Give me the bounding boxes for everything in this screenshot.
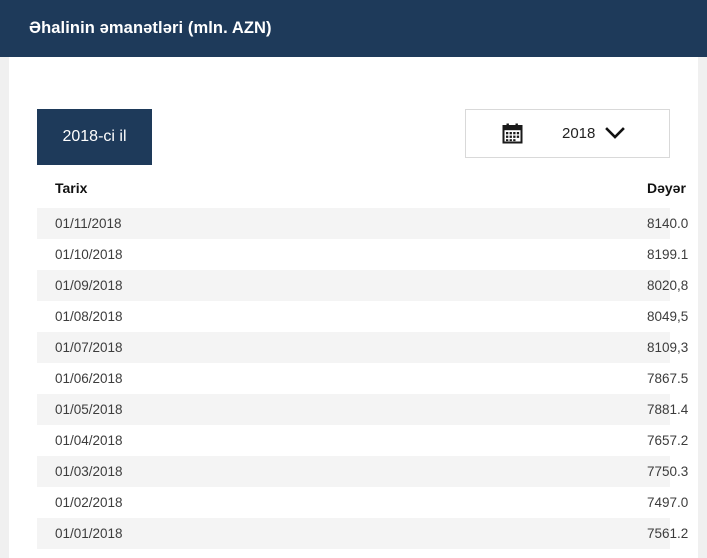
content-card: 2018-ci il bbox=[9, 57, 698, 558]
cell-value: 7561.2 bbox=[615, 518, 689, 549]
cell-value: 7497.0 bbox=[615, 487, 689, 518]
cell-date: 01/07/2018 bbox=[37, 332, 615, 363]
cell-value: 7867.5 bbox=[615, 363, 689, 394]
calendar-icon bbox=[502, 123, 523, 144]
cell-value: 8199.1 bbox=[615, 239, 689, 270]
cell-date: 01/08/2018 bbox=[37, 301, 615, 332]
cell-date: 01/05/2018 bbox=[37, 394, 615, 425]
cell-value-text: 8109,3 bbox=[647, 340, 689, 355]
page-title: Əhalinin əmanətləri (mln. AZN) bbox=[29, 19, 272, 37]
tab-year-2018[interactable]: 2018-ci il bbox=[37, 109, 152, 165]
table-row: 01/03/2018 7750.3 bbox=[37, 456, 689, 487]
cell-value: 7750.3 bbox=[615, 456, 689, 487]
page-header: Əhalinin əmanətləri (mln. AZN) bbox=[0, 0, 707, 57]
cell-value-text: 8199.1 bbox=[647, 247, 689, 262]
savings-data-table: Tarix Dəyər 01/11/2018 8140.0 01/10/2018 81… bbox=[37, 168, 689, 549]
cell-date: 01/11/2018 bbox=[37, 208, 615, 239]
table-row: 01/02/2018 7497.0 bbox=[37, 487, 689, 518]
table-row: 01/06/2018 7867.5 bbox=[37, 363, 689, 394]
cell-value: 8140.0 bbox=[615, 208, 689, 239]
chevron-down-icon bbox=[605, 127, 625, 140]
cell-value-text: 7561.2 bbox=[647, 526, 689, 541]
cell-date: 01/09/2018 bbox=[37, 270, 615, 301]
table-row: 01/04/2018 7657.2 bbox=[37, 425, 689, 456]
cell-value-text: 7750.3 bbox=[647, 464, 689, 479]
page-body: 2018-ci il bbox=[0, 57, 707, 558]
table-header-row: Tarix Dəyər bbox=[37, 168, 686, 208]
cell-date: 01/01/2018 bbox=[37, 518, 615, 549]
cell-value: 8049,5 bbox=[615, 301, 689, 332]
table-row: 01/08/2018 8049,5 bbox=[37, 301, 689, 332]
cell-value-text: 8049,5 bbox=[647, 309, 689, 324]
column-header-value: Dəyər bbox=[615, 168, 686, 208]
cell-value-text: 7881.4 bbox=[647, 402, 689, 417]
cell-date: 01/03/2018 bbox=[37, 456, 615, 487]
cell-date: 01/06/2018 bbox=[37, 363, 615, 394]
cell-date: 01/02/2018 bbox=[37, 487, 615, 518]
year-select-dropdown[interactable]: 2018 bbox=[465, 109, 670, 158]
cell-value-text: 7497.0 bbox=[647, 495, 689, 510]
table-row: 01/01/2018 7561.2 bbox=[37, 518, 689, 549]
cell-value-text: 7867.5 bbox=[647, 371, 689, 386]
cell-value-text: 7657.2 bbox=[647, 433, 689, 448]
cell-value: 8020,8 bbox=[615, 270, 689, 301]
year-select-value: 2018 bbox=[562, 125, 596, 142]
cell-value-text: 8020,8 bbox=[647, 278, 689, 293]
tab-year-label: 2018-ci il bbox=[62, 128, 127, 145]
column-header-value-label: Dəyər bbox=[647, 180, 686, 196]
table-row: 01/05/2018 7881.4 bbox=[37, 394, 689, 425]
cell-value-text: 8140.0 bbox=[647, 216, 689, 231]
table-head: Tarix Dəyər bbox=[37, 168, 686, 208]
column-header-date: Tarix bbox=[37, 168, 615, 208]
cell-value: 8109,3 bbox=[615, 332, 689, 363]
table-row: 01/10/2018 8199.1 bbox=[37, 239, 689, 270]
table-row: 01/11/2018 8140.0 bbox=[37, 208, 689, 239]
cell-date: 01/04/2018 bbox=[37, 425, 615, 456]
cell-value: 7881.4 bbox=[615, 394, 689, 425]
table-row: 01/09/2018 8020,8 bbox=[37, 270, 689, 301]
cell-date: 01/10/2018 bbox=[37, 239, 615, 270]
table-row: 01/07/2018 8109,3 bbox=[37, 332, 689, 363]
cell-value: 7657.2 bbox=[615, 425, 689, 456]
controls-row: 2018-ci il bbox=[37, 57, 670, 168]
table-body: 01/11/2018 8140.0 01/10/2018 8199.1 01/09/20… bbox=[37, 208, 689, 549]
